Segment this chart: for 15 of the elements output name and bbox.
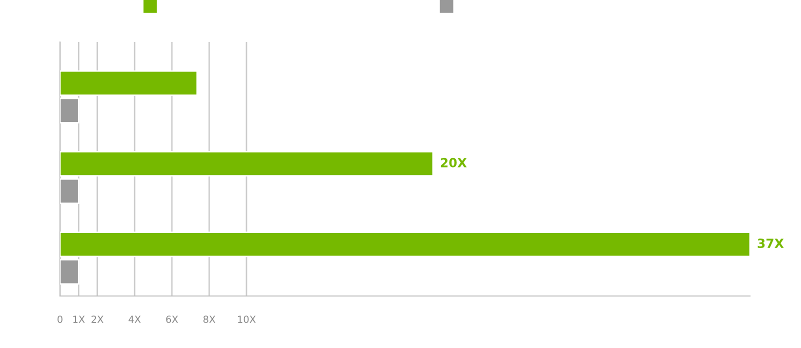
- bar: [60, 178, 80, 204]
- bar: [60, 70, 198, 96]
- bar: [60, 259, 80, 285]
- bar: [60, 98, 80, 124]
- x-tick-label: 1X: [73, 316, 85, 323]
- x-tick-label: 6X: [166, 316, 178, 323]
- x-tick-label: 4X: [128, 316, 141, 323]
- x-tick-label: 2X: [92, 316, 104, 323]
- bar: [60, 232, 750, 258]
- data-label: 20X: [440, 158, 467, 168]
- x-tick-label: 8X: [203, 316, 216, 323]
- x-tick-label: 0: [58, 316, 62, 323]
- bar: [60, 150, 434, 177]
- x-tick-label: 10X: [238, 316, 256, 323]
- data-label: 37X: [758, 238, 784, 248]
